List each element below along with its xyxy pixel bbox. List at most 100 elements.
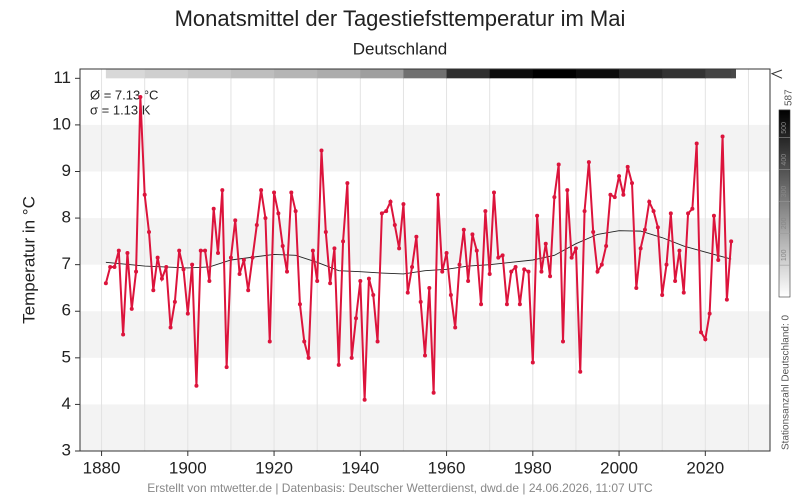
x-tick-label: 2020: [686, 458, 724, 477]
data-point: [612, 195, 617, 200]
colorbar-tick-label: 300: [781, 186, 788, 198]
data-point: [224, 365, 229, 370]
data-point: [164, 264, 169, 269]
data-point: [651, 209, 656, 214]
data-point: [112, 264, 117, 269]
station-band: [619, 69, 663, 79]
data-point: [138, 94, 143, 99]
data-point: [578, 369, 583, 374]
x-tick-label: 1980: [514, 458, 552, 477]
data-point: [655, 225, 660, 230]
data-point: [254, 223, 259, 228]
data-point: [267, 339, 272, 344]
y-tick-label: 6: [62, 301, 71, 320]
data-point: [121, 332, 126, 337]
colorbar-tick-label: 400: [781, 154, 788, 166]
data-point: [599, 262, 604, 267]
x-tick-label: 1900: [169, 458, 207, 477]
data-point: [134, 269, 139, 274]
y-tick-label: 11: [53, 68, 71, 87]
data-point: [435, 192, 440, 197]
y-axis-label: Temperatur in °C: [19, 196, 38, 324]
data-point: [401, 202, 406, 207]
data-point: [315, 278, 320, 283]
data-point: [720, 134, 725, 139]
y-tick-label: 5: [62, 347, 71, 366]
band: [80, 218, 770, 265]
data-point: [543, 241, 548, 246]
data-point: [681, 290, 686, 295]
data-point: [561, 339, 565, 344]
data-point: [595, 269, 600, 274]
station-band: [705, 69, 732, 79]
data-point: [690, 206, 695, 211]
y-tick-label: 9: [62, 161, 71, 180]
data-point: [302, 339, 307, 344]
data-point: [522, 267, 527, 272]
data-point: [280, 244, 285, 249]
data-point: [496, 255, 501, 260]
data-point: [332, 246, 337, 251]
arrow: [770, 69, 783, 79]
data-point: [198, 248, 203, 253]
data-point: [207, 278, 212, 283]
data-point: [181, 267, 186, 272]
chart-subtitle: Deutschland: [353, 39, 448, 58]
data-point: [392, 223, 397, 228]
data-point: [591, 230, 596, 235]
data-point: [125, 251, 130, 256]
data-point: [388, 199, 393, 204]
data-point: [405, 290, 410, 295]
data-point: [108, 264, 113, 269]
data-point: [617, 174, 622, 179]
data-point: [664, 262, 669, 267]
data-point: [634, 285, 639, 290]
data-point: [220, 188, 225, 193]
colorbar-tick-label: 200: [781, 218, 788, 230]
data-point: [384, 209, 389, 214]
chart-title: Monatsmittel der Tagestiefsttemperatur i…: [175, 6, 626, 31]
station-band: [274, 69, 318, 79]
data-point: [272, 190, 277, 195]
x-tick-label: 1940: [341, 458, 379, 477]
data-point: [216, 251, 220, 256]
data-point: [509, 269, 514, 274]
data-point: [228, 255, 233, 260]
data-point: [474, 248, 479, 253]
data-point: [147, 230, 151, 235]
data-point: [621, 192, 626, 197]
data-point: [410, 264, 415, 269]
y-tick-label: 3: [62, 440, 71, 459]
data-point: [504, 302, 509, 307]
station-band: [317, 69, 361, 79]
data-point: [155, 255, 160, 260]
data-point: [418, 299, 423, 304]
data-point: [552, 195, 557, 200]
data-point: [513, 264, 518, 269]
x-tick-label: 1920: [255, 458, 293, 477]
data-point: [345, 181, 350, 186]
data-point: [211, 206, 216, 211]
data-line: [104, 96, 733, 400]
data-point: [673, 278, 678, 283]
data-point: [362, 397, 367, 402]
data-point: [194, 383, 199, 388]
data-point: [319, 148, 324, 153]
data-point: [310, 248, 315, 253]
data-point: [190, 262, 195, 267]
data-point: [604, 244, 609, 249]
data-point: [354, 316, 358, 321]
data-point: [297, 302, 302, 307]
data-point: [668, 211, 673, 216]
data-point: [159, 276, 164, 281]
data-point: [276, 211, 281, 216]
band: [80, 404, 770, 451]
data-point: [440, 269, 445, 274]
data-point: [638, 246, 643, 251]
data-point: [336, 362, 341, 367]
data-point: [263, 216, 268, 221]
data-point: [151, 288, 156, 293]
data-point: [285, 269, 289, 274]
data-point: [142, 192, 147, 197]
data-point: [660, 292, 665, 297]
